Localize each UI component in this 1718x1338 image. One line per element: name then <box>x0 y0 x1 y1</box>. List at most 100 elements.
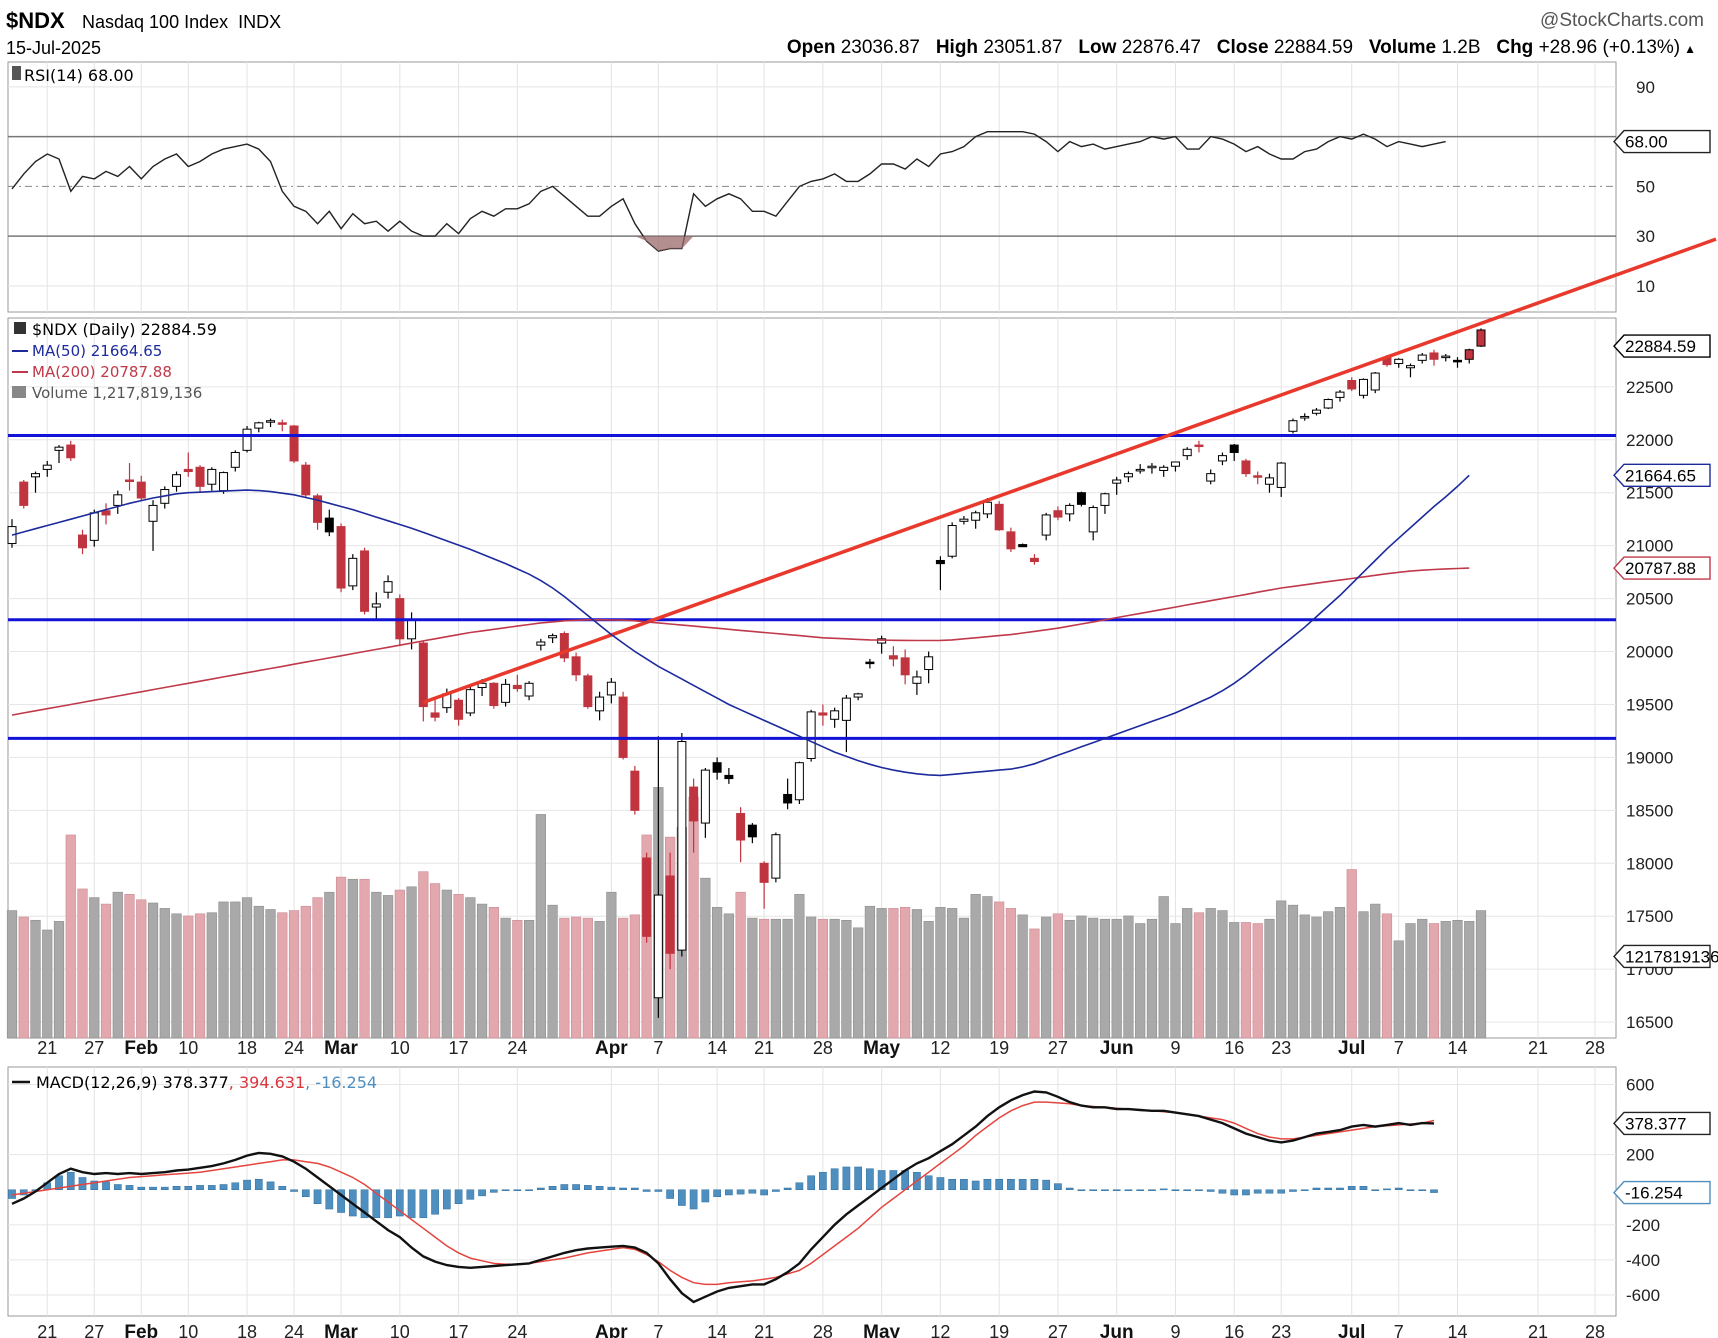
volume-bar <box>759 918 770 1039</box>
volume-bar <box>277 912 288 1039</box>
candle-body <box>924 656 934 671</box>
macd-hist-bar <box>489 1189 498 1193</box>
open-label: Open <box>786 37 836 58</box>
volume-bar <box>500 917 511 1039</box>
macd-hist-bar <box>678 1189 686 1206</box>
candle-legend-icon <box>14 322 26 334</box>
macd-hist-bar <box>1171 1189 1180 1191</box>
x-tick-label: 7 <box>653 1038 663 1058</box>
macd-hist-bar <box>501 1189 510 1191</box>
candle-body <box>1088 507 1098 533</box>
macd-hist-bar <box>1324 1187 1333 1190</box>
candle-body <box>454 699 464 720</box>
macd-hist-bar <box>196 1185 204 1190</box>
macd-hist-bar <box>1018 1178 1027 1190</box>
macd-hist-bar <box>1183 1189 1192 1191</box>
volume-bar <box>300 905 311 1039</box>
candle-body <box>477 682 487 689</box>
candle-body <box>618 696 628 758</box>
candle-body <box>1476 329 1486 347</box>
macd-tick-label: 600 <box>1626 1076 1654 1095</box>
macd-hist-bar <box>595 1185 604 1190</box>
volume-bar <box>218 901 229 1039</box>
ma200-tag: 20787.88 <box>1613 556 1711 580</box>
macd-hist-bar <box>125 1185 134 1190</box>
macd-hist-bar <box>1148 1189 1156 1191</box>
macd-hist-bar <box>1289 1189 1297 1192</box>
price-tick-label: 21000 <box>1626 537 1673 556</box>
candle-body <box>1182 448 1192 457</box>
x-tick-label: 27 <box>1048 1322 1068 1338</box>
volume-bar <box>1029 928 1040 1039</box>
candle-body <box>1229 444 1239 453</box>
volume-bar <box>1005 908 1017 1039</box>
volume-bar <box>817 918 828 1039</box>
macd-hist-bar <box>149 1186 157 1190</box>
x-tick-label: 7 <box>1394 1322 1404 1338</box>
volume-bar <box>77 888 88 1039</box>
x-tick-label: 27 <box>84 1322 104 1338</box>
candle-body <box>959 518 969 522</box>
macd-hist-bar <box>278 1185 287 1190</box>
rsi-tick-label: 10 <box>1636 277 1655 296</box>
x-tick-label: 23 <box>1271 1322 1291 1338</box>
volume-bar <box>476 903 488 1039</box>
macd-hist-bar <box>1277 1189 1286 1194</box>
volume-bar <box>594 921 605 1039</box>
candle-body <box>1276 462 1286 488</box>
candle-body <box>219 472 229 492</box>
candle-body <box>101 510 111 516</box>
candle-body <box>172 474 182 487</box>
candle-body <box>277 422 287 425</box>
ohlc-readout: Open 23036.87 High 23051.87 Low 22876.47… <box>787 37 1696 59</box>
x-tick-label: 12 <box>930 1322 950 1338</box>
candle-body <box>1323 399 1333 409</box>
volume-bar <box>1041 916 1052 1039</box>
high-label: High <box>935 37 979 58</box>
x-tick-label: Mar <box>324 1322 358 1338</box>
volume-bar <box>1088 917 1099 1039</box>
macd-hist-bar <box>877 1170 886 1190</box>
rsi-value-tag-box <box>1613 129 1711 154</box>
macd-hist-bar <box>184 1185 193 1190</box>
volume-bar <box>30 919 41 1039</box>
macd-hist-bar <box>1265 1189 1274 1194</box>
candle-body <box>900 657 910 676</box>
volume-bar <box>406 886 417 1039</box>
macd-hist-bar <box>431 1189 439 1215</box>
macd-hist-bar <box>1206 1189 1215 1192</box>
candle-body <box>1241 460 1251 475</box>
volume-bar <box>1464 921 1475 1039</box>
macd-hist-bar <box>725 1189 733 1196</box>
candle-body <box>971 512 981 521</box>
volume-bar <box>1193 912 1205 1039</box>
candle-body <box>994 503 1004 531</box>
macd-hist-bar <box>1159 1188 1168 1191</box>
price-tick-label: 16500 <box>1626 1013 1673 1032</box>
x-tick-label: 28 <box>1585 1322 1605 1338</box>
macd-hist-bar <box>313 1189 322 1205</box>
candle-body <box>1264 477 1274 485</box>
macd-hist-bar <box>1371 1189 1380 1191</box>
volume-bar <box>65 834 76 1039</box>
candle-body <box>1123 473 1133 478</box>
candle-body <box>1018 544 1028 548</box>
x-tick-label: 17 <box>449 1038 469 1058</box>
macd-hist-bar <box>807 1175 815 1190</box>
rsi-tick-label: 30 <box>1636 227 1655 246</box>
ma200-line <box>11 567 1470 716</box>
volume-bar <box>1099 918 1111 1039</box>
macd-legend: MACD(12,26,9) 378.377, 394.631, -16.254 <box>36 1073 377 1092</box>
candle-body <box>559 633 569 659</box>
macd-hist-bar <box>572 1184 580 1190</box>
candle-body <box>78 534 88 549</box>
x-tick-label: 23 <box>1271 1038 1291 1058</box>
macd-hist-bar <box>760 1189 768 1196</box>
volume-bar <box>1370 903 1381 1039</box>
volume-bar <box>394 889 405 1039</box>
candle-body <box>642 857 652 937</box>
candle-body <box>371 603 381 608</box>
macd-tag-box <box>1613 1111 1711 1136</box>
volume-bar <box>312 897 323 1039</box>
volume-bar <box>1205 908 1216 1039</box>
